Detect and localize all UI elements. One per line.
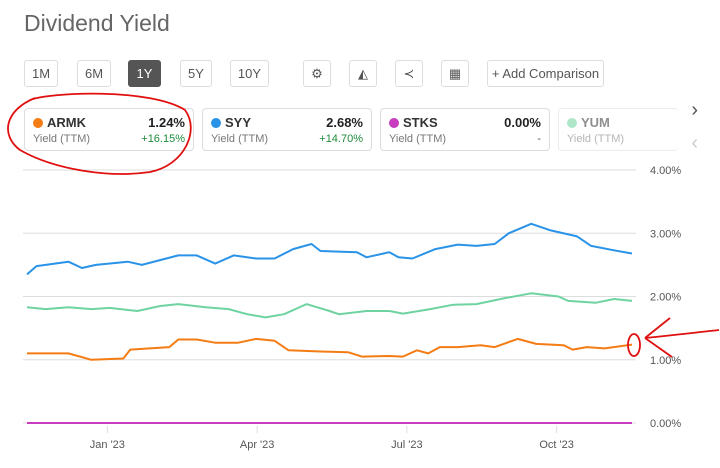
prev-arrow-icon[interactable]: ‹: [691, 132, 698, 154]
series-color-dot: [389, 118, 399, 128]
ticker-symbol: STKS: [403, 115, 438, 130]
range-10y-button[interactable]: 10Y: [230, 60, 269, 87]
y-tick-label: 2.00%: [650, 292, 681, 304]
y-tick-label: 0.00%: [650, 418, 681, 430]
x-tick-label: Apr '23: [240, 439, 275, 451]
share-icon: ≺: [403, 65, 415, 81]
y-tick-label: 4.00%: [650, 165, 681, 177]
ticker-symbol: SYY: [225, 115, 252, 130]
series-color-dot: [567, 118, 577, 128]
area-chart-icon: ◭: [358, 65, 368, 81]
table-icon: ▦: [448, 65, 462, 81]
ticker-card-stks[interactable]: STKS 0.00% Yield (TTM) -: [380, 108, 550, 151]
chart-type-button[interactable]: ◭: [349, 60, 377, 87]
y-tick-label: 3.00%: [650, 228, 681, 240]
ticker-card-yum[interactable]: YUM Yield (TTM): [558, 108, 678, 151]
ticker-card-syy[interactable]: SYY 2.68% Yield (TTM) +14.70%: [202, 108, 372, 151]
share-button[interactable]: ≺: [395, 60, 423, 87]
ticker-symbol: YUM: [581, 115, 610, 130]
settings-button[interactable]: ⚙: [303, 60, 331, 87]
range-6m-button[interactable]: 6M: [77, 60, 111, 87]
range-1y-button[interactable]: 1Y: [128, 60, 161, 87]
gear-icon: ⚙: [311, 65, 323, 81]
next-arrow-icon[interactable]: ›: [691, 99, 698, 121]
ticker-label: Yield (TTM): [567, 133, 625, 145]
series-line-yum: [26, 292, 633, 319]
page-title: Dividend Yield: [24, 10, 170, 36]
ticker-change: +14.70%: [319, 133, 363, 145]
series-color-dot: [211, 118, 221, 128]
range-5y-button[interactable]: 5Y: [180, 60, 212, 87]
ticker-value: 2.68%: [326, 115, 363, 130]
range-1m-button[interactable]: 1M: [24, 60, 58, 87]
series-line-syy: [26, 222, 633, 276]
ticker-label: Yield (TTM): [211, 133, 269, 145]
table-button[interactable]: ▦: [441, 60, 469, 87]
x-tick-label: Oct '23: [539, 439, 574, 451]
ticker-label: Yield (TTM): [389, 133, 447, 145]
ticker-value: 0.00%: [504, 115, 541, 130]
ticker-change: -: [537, 133, 541, 145]
add-comparison-button[interactable]: + Add Comparison: [487, 60, 604, 87]
x-tick-label: Jul '23: [391, 439, 422, 451]
series-line-armk: [27, 337, 633, 361]
y-tick-label: 1.00%: [650, 355, 681, 367]
x-tick-label: Jan '23: [90, 439, 125, 451]
